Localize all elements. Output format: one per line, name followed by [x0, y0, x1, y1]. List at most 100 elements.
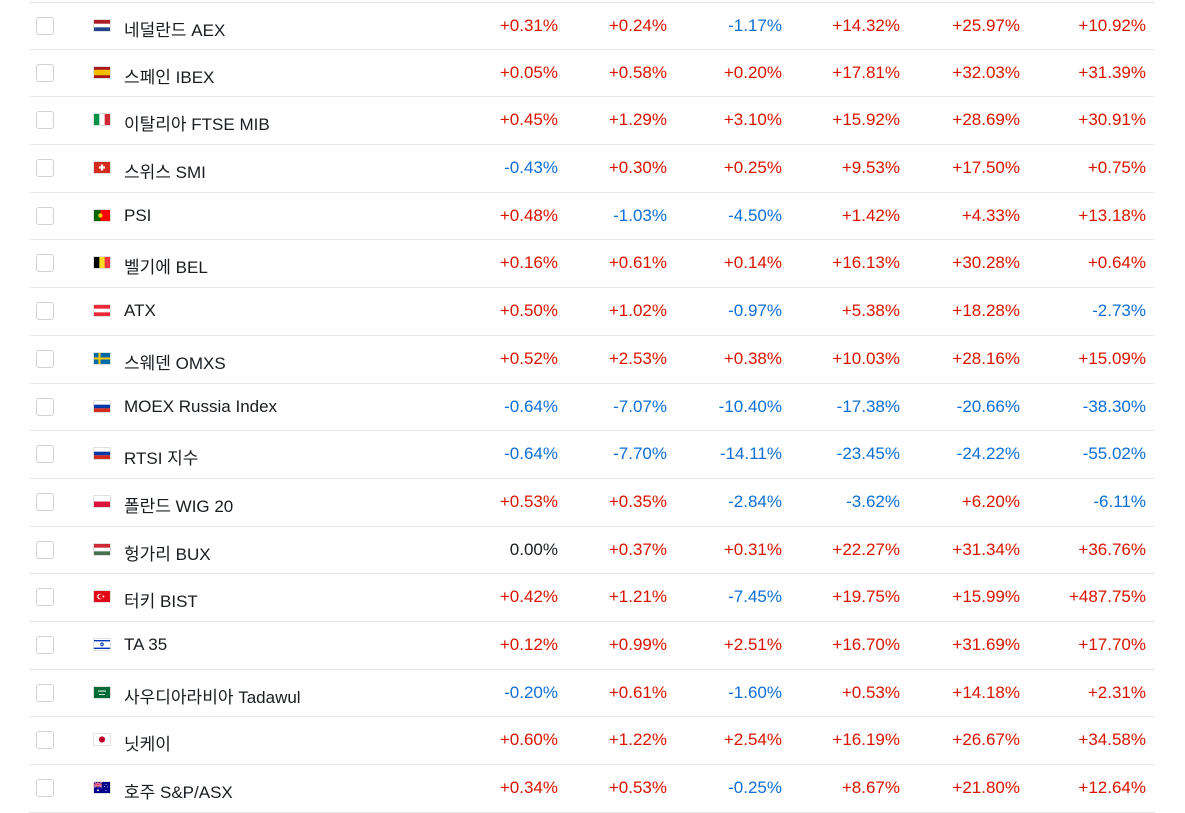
table-row[interactable]: PSI +0.48% -1.03% -4.50% +1.42% +4.33% +13.18% — [29, 193, 1155, 241]
change-value-2: -1.03% — [613, 205, 667, 225]
change-value-6: +30.91% — [1078, 110, 1146, 130]
index-name-link[interactable]: 벨기에 BEL — [124, 258, 208, 278]
change-value-2: -7.07% — [613, 396, 667, 416]
change-value-5: +25.97% — [952, 16, 1020, 35]
index-name-link[interactable]: 네덜란드 AEX — [124, 21, 226, 40]
change-value-6: +0.75% — [1087, 158, 1146, 178]
index-name-link[interactable]: 스위스 SMI — [124, 163, 206, 183]
change-value-2: +1.29% — [608, 110, 667, 130]
table-row[interactable]: 폴란드 WIG 20 +0.53% +0.35% -2.84% -3.62% +6.20%… — [29, 479, 1155, 527]
change-value-2: +0.37% — [608, 539, 667, 559]
table-row[interactable]: ATX +0.50% +1.02% -0.97% +5.38% +18.28% -2.73% — [29, 288, 1155, 336]
russia-flag-icon — [94, 448, 110, 460]
change-value-1: -0.64% — [504, 396, 558, 416]
row-select-checkbox[interactable] — [36, 159, 54, 178]
row-select-checkbox[interactable] — [36, 731, 54, 750]
change-value-2: +0.53% — [608, 778, 667, 797]
table-row[interactable]: 헝가리 BUX 0.00% +0.37% +0.31% +22.27% +31.34% +3… — [29, 527, 1155, 575]
row-select-checkbox[interactable] — [36, 445, 54, 464]
row-select-checkbox[interactable] — [36, 492, 54, 511]
change-value-2: +0.58% — [608, 62, 667, 82]
table-row[interactable]: 사우디아라비아 Tadawul -0.20% +0.61% -1.60% +0.53% +… — [29, 670, 1155, 718]
index-name-link[interactable]: 이탈리아 FTSE MIB — [124, 115, 270, 135]
australia-flag-icon — [94, 782, 110, 793]
change-value-1: +0.34% — [499, 778, 558, 797]
row-select-checkbox[interactable] — [36, 397, 54, 416]
change-value-3: -14.11% — [719, 444, 782, 464]
index-name-link[interactable]: PSI — [124, 205, 152, 225]
portugal-flag-icon — [94, 209, 110, 221]
table-row[interactable]: MOEX Russia Index -0.64% -7.07% -10.40% -17.… — [29, 384, 1155, 432]
index-name-link[interactable]: 스페인 IBEX — [124, 67, 215, 87]
austria-flag-icon — [94, 305, 110, 317]
spain-flag-icon — [94, 66, 110, 78]
table-row[interactable]: TA 35 +0.12% +0.99% +2.51% +16.70% +31.69% +17… — [29, 622, 1155, 670]
change-value-3: -7.45% — [728, 587, 782, 607]
index-name-link[interactable]: TA 35 — [124, 634, 168, 654]
row-select-checkbox[interactable] — [36, 588, 54, 607]
index-name-link[interactable]: 터키 BIST — [124, 592, 198, 612]
row-select-checkbox[interactable] — [36, 349, 54, 368]
index-name-link[interactable]: 스웨덴 OMXS — [124, 353, 226, 373]
change-value-4: +5.38% — [841, 301, 900, 321]
change-value-2: +0.30% — [608, 158, 667, 178]
index-name-link[interactable]: 호주 S&P/ASX — [124, 783, 233, 802]
index-name-link[interactable]: MOEX Russia Index — [124, 396, 278, 416]
row-select-checkbox[interactable] — [36, 779, 54, 797]
row-select-checkbox[interactable] — [36, 63, 54, 82]
change-value-5: +4.33% — [961, 205, 1020, 225]
table-row[interactable]: 호주 S&P/ASX +0.34% +0.53% -0.25% +8.67% +21.80… — [29, 765, 1155, 813]
row-select-checkbox[interactable] — [36, 206, 54, 225]
index-name-link[interactable]: 폴란드 WIG 20 — [124, 496, 234, 516]
row-select-checkbox[interactable] — [36, 111, 54, 130]
index-name-link[interactable]: 닛케이 — [124, 735, 171, 755]
row-select-checkbox[interactable] — [36, 254, 54, 273]
change-value-4: +10.03% — [832, 348, 900, 368]
index-name-link[interactable]: 사우디아라비아 Tadawul — [124, 687, 301, 707]
change-value-6: +12.64% — [1078, 778, 1146, 797]
change-value-4: +16.70% — [832, 634, 900, 654]
change-value-6: +0.64% — [1087, 253, 1146, 273]
row-select-checkbox[interactable] — [36, 683, 54, 702]
change-value-3: -0.97% — [728, 301, 782, 321]
sweden-flag-icon — [94, 352, 110, 364]
table-row[interactable]: 스페인 IBEX +0.05% +0.58% +0.20% +17.81% +32.03%… — [29, 50, 1155, 98]
change-value-1: +0.42% — [499, 587, 558, 607]
table-row[interactable]: 스위스 SMI -0.43% +0.30% +0.25% +9.53% +17.50% +0… — [29, 145, 1155, 193]
change-value-2: +0.35% — [608, 491, 667, 511]
change-value-6: +15.09% — [1078, 348, 1146, 368]
change-value-5: +28.69% — [952, 110, 1020, 130]
index-name-link[interactable]: 헝가리 BUX — [124, 544, 211, 564]
change-value-3: +0.38% — [723, 348, 782, 368]
change-value-2: +0.99% — [608, 634, 667, 654]
change-value-6: +487.75% — [1068, 587, 1146, 607]
row-select-checkbox[interactable] — [36, 635, 54, 654]
change-value-5: +31.69% — [952, 634, 1020, 654]
change-value-4: +1.42% — [841, 205, 900, 225]
change-value-1: +0.16% — [499, 253, 558, 273]
change-value-5: +17.50% — [952, 158, 1020, 178]
row-select-checkbox[interactable] — [36, 17, 54, 35]
change-value-2: +0.24% — [608, 16, 667, 35]
index-name-link[interactable]: RTSI 지수 — [124, 449, 199, 469]
change-value-3: +0.20% — [723, 62, 782, 82]
israel-flag-icon — [94, 638, 110, 650]
table-row[interactable]: 네덜란드 AEX +0.31% +0.24% -1.17% +14.32% +25.97%… — [29, 2, 1155, 50]
change-value-4: +9.53% — [841, 158, 900, 178]
change-value-6: -2.73% — [1092, 301, 1146, 321]
change-value-1: -0.20% — [504, 682, 558, 702]
change-value-1: +0.45% — [499, 110, 558, 130]
row-select-checkbox[interactable] — [36, 540, 54, 559]
change-value-1: +0.50% — [499, 301, 558, 321]
table-row[interactable]: 스웨덴 OMXS +0.52% +2.53% +0.38% +10.03% +28.16%… — [29, 336, 1155, 384]
change-value-4: -3.62% — [846, 491, 900, 511]
index-name-link[interactable]: ATX — [124, 301, 156, 321]
table-row[interactable]: 닛케이 +0.60% +1.22% +2.54% +16.19% +26.67% +34.5… — [29, 717, 1155, 765]
table-row[interactable]: 이탈리아 FTSE MIB +0.45% +1.29% +3.10% +15.92% +2… — [29, 97, 1155, 146]
change-value-4: +19.75% — [832, 587, 900, 607]
row-select-checkbox[interactable] — [36, 302, 54, 321]
table-row[interactable]: 터키 BIST +0.42% +1.21% -7.45% +19.75% +15.99% +… — [29, 574, 1155, 622]
poland-flag-icon — [94, 495, 110, 507]
table-row[interactable]: RTSI 지수 -0.64% -7.70% -14.11% -23.45% -24.22%… — [29, 431, 1155, 479]
table-row[interactable]: 벨기에 BEL +0.16% +0.61% +0.14% +16.13% +30.28% +… — [29, 240, 1155, 289]
